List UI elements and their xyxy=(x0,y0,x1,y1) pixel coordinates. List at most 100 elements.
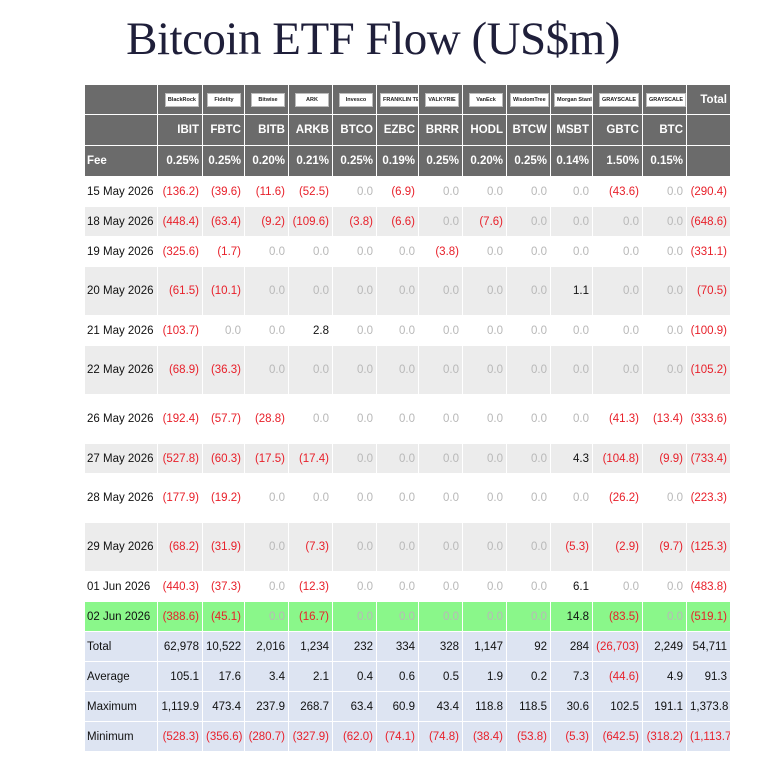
stat-value: 2,249 xyxy=(642,631,687,662)
stat-value: (74.1) xyxy=(376,721,419,752)
flow-value: 0.0 xyxy=(592,345,643,395)
flow-value: 0.0 xyxy=(462,345,507,395)
flow-value: 0.0 xyxy=(506,206,551,237)
stat-value: 30.6 xyxy=(550,691,593,722)
flow-value: 0.0 xyxy=(418,394,463,444)
issuer-logo-cell: Bitwise xyxy=(244,84,289,115)
flow-value: (60.3) xyxy=(202,443,245,474)
ticker-header: ARKB xyxy=(288,114,333,146)
flow-value: 0.0 xyxy=(506,176,551,207)
table-row: 02 Jun 2026 (388.6) (45.1) 0.0 (16.7) 0.0 0.0 0… xyxy=(84,601,731,632)
flow-value: 0.0 xyxy=(642,236,687,267)
table-row: 18 May 2026 (448.4) (63.4) (9.2) (109.6) (3.8… xyxy=(84,206,731,237)
ark-invest-logo: ARK xyxy=(295,92,329,107)
flow-value: (41.3) xyxy=(592,394,643,444)
fee-value: 0.14% xyxy=(550,145,593,177)
ticker-header: EZBC xyxy=(376,114,419,146)
flow-value: (11.6) xyxy=(244,176,289,207)
stat-value: (53.8) xyxy=(506,721,551,752)
stat-value: 473.4 xyxy=(202,691,245,722)
stat-label: Total xyxy=(84,631,158,662)
stat-total: 91.3 xyxy=(686,661,731,692)
flow-value: (3.8) xyxy=(418,236,463,267)
row-total: (125.3) xyxy=(686,522,731,572)
flow-value: (103.7) xyxy=(157,315,203,346)
stat-value: 284 xyxy=(550,631,593,662)
ticker-header: BTCW xyxy=(506,114,551,146)
stat-value: (318.2) xyxy=(642,721,687,752)
flow-value: 0.0 xyxy=(332,571,377,602)
stat-value: 7.3 xyxy=(550,661,593,692)
flow-value: 0.0 xyxy=(332,266,377,316)
table-row: 01 Jun 2026 (440.3) (37.3) 0.0 (12.3) 0.0 0.0 0… xyxy=(84,571,731,602)
stat-value: 4.9 xyxy=(642,661,687,692)
date-cell: 26 May 2026 xyxy=(84,394,158,444)
flow-value: (2.9) xyxy=(592,522,643,572)
fee-label: Fee xyxy=(84,145,158,177)
ticker-header: BTC xyxy=(642,114,687,146)
stat-value: 2.1 xyxy=(288,661,333,692)
flow-value: 6.1 xyxy=(550,571,593,602)
stat-value: 328 xyxy=(418,631,463,662)
stat-value: 2,016 xyxy=(244,631,289,662)
ticker-header: GBTC xyxy=(592,114,643,146)
flow-value: 0.0 xyxy=(462,394,507,444)
stat-row: Maximum 1,119.9 473.4 237.9 268.7 63.4 60.9 43.… xyxy=(84,691,731,722)
fee-value: 0.25% xyxy=(157,145,203,177)
flow-value: (192.4) xyxy=(157,394,203,444)
ticker-header: MSBT xyxy=(550,114,593,146)
flow-value: (388.6) xyxy=(157,601,203,632)
franklin-templeton-logo: FRANKLIN TEMPLETON xyxy=(380,92,418,107)
table-body: BlackRock Fidelity Bitwise ARK Invesco FRANKL… xyxy=(84,84,731,752)
flow-value: (325.6) xyxy=(157,236,203,267)
stat-value: (62.0) xyxy=(332,721,377,752)
date-cell: 18 May 2026 xyxy=(84,206,158,237)
flow-value: 0.0 xyxy=(462,473,507,523)
flow-value: 0.0 xyxy=(506,394,551,444)
flow-value: (5.3) xyxy=(550,522,593,572)
flow-value: (6.9) xyxy=(376,176,419,207)
flow-value: 0.0 xyxy=(244,266,289,316)
stat-value: 17.6 xyxy=(202,661,245,692)
row-total: (223.3) xyxy=(686,473,731,523)
row-total: (290.4) xyxy=(686,176,731,207)
stat-value: 268.7 xyxy=(288,691,333,722)
table-row: 19 May 2026 (325.6) (1.7) 0.0 0.0 0.0 0.0 (3.8)… xyxy=(84,236,731,267)
table-row: 26 May 2026 (192.4) (57.7) (28.8) 0.0 0.0 0.0 0… xyxy=(84,394,731,444)
flow-value: 0.0 xyxy=(418,473,463,523)
stat-value: 1.9 xyxy=(462,661,507,692)
flow-value: 0.0 xyxy=(642,473,687,523)
flow-value: (39.6) xyxy=(202,176,245,207)
flow-value: 0.0 xyxy=(592,266,643,316)
ticker-header: HODL xyxy=(462,114,507,146)
fee-value: 0.20% xyxy=(462,145,507,177)
flow-value: 0.0 xyxy=(244,345,289,395)
vaneck-logo: VanEck xyxy=(469,92,503,107)
flow-value: 0.0 xyxy=(506,236,551,267)
issuer-logo-cell: GRAYSCALE xyxy=(642,84,687,115)
issuer-logo-cell: BlackRock xyxy=(157,84,203,115)
flow-value: (26.2) xyxy=(592,473,643,523)
flow-value: 1.1 xyxy=(550,266,593,316)
date-cell: 22 May 2026 xyxy=(84,345,158,395)
flow-value: 0.0 xyxy=(244,601,289,632)
issuer-logo-row: BlackRock Fidelity Bitwise ARK Invesco FRANKL… xyxy=(84,84,731,115)
flow-value: (63.4) xyxy=(202,206,245,237)
flow-value: 0.0 xyxy=(506,601,551,632)
stat-value: (327.9) xyxy=(288,721,333,752)
flow-value: (7.6) xyxy=(462,206,507,237)
issuer-logo-cell: VanEck xyxy=(462,84,507,115)
flow-value: (31.9) xyxy=(202,522,245,572)
flow-value: 0.0 xyxy=(288,473,333,523)
flow-value: (12.3) xyxy=(288,571,333,602)
flow-value: 2.8 xyxy=(288,315,333,346)
flow-value: 0.0 xyxy=(592,206,643,237)
flow-value: 0.0 xyxy=(332,443,377,474)
stat-value: (38.4) xyxy=(462,721,507,752)
issuer-logo-cell: Fidelity xyxy=(202,84,245,115)
flow-value: 0.0 xyxy=(462,315,507,346)
fee-value: 0.15% xyxy=(642,145,687,177)
flow-value: (61.5) xyxy=(157,266,203,316)
flow-value: 0.0 xyxy=(244,571,289,602)
flow-value: (104.8) xyxy=(592,443,643,474)
